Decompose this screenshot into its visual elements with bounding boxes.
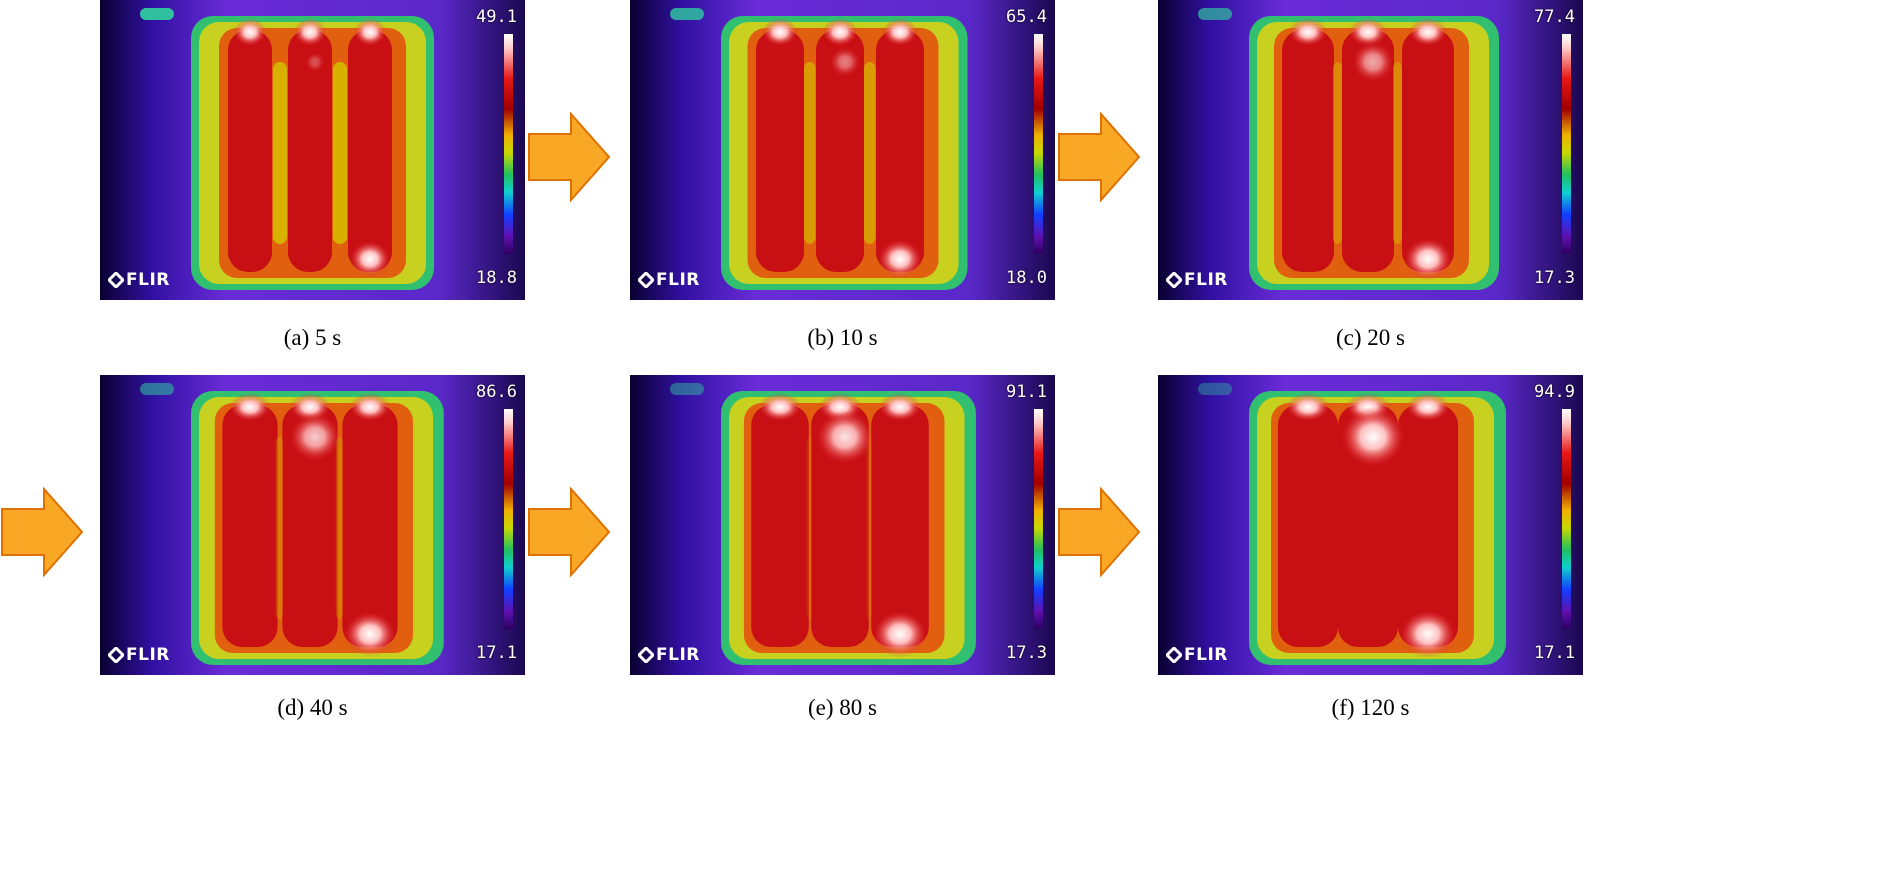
flir-logo: FLIR — [1166, 270, 1228, 290]
thermal-frame: 91.1 17.3 FLIR — [630, 375, 1055, 675]
flir-logo: FLIR — [108, 645, 170, 665]
right-arrow-icon — [528, 487, 611, 577]
flir-logo-text: FLIR — [656, 645, 700, 665]
color-scale-bar — [504, 409, 513, 629]
right-arrow-icon — [528, 112, 611, 202]
thermal-frame: 94.9 17.1 FLIR — [1158, 375, 1583, 675]
max-temperature: 65.4 — [1006, 7, 1047, 27]
thermal-image — [630, 0, 1055, 300]
color-scale-bar — [1034, 34, 1043, 254]
thermal-frame: 86.6 17.1 FLIR — [100, 375, 525, 675]
min-temperature: 18.0 — [1006, 268, 1047, 288]
color-scale-bar — [1562, 409, 1571, 629]
thermal-image — [100, 0, 525, 300]
thermal-frame: 49.1 18.8 FLIR — [100, 0, 525, 300]
max-temperature: 91.1 — [1006, 382, 1047, 402]
color-scale-bar — [1562, 34, 1571, 254]
min-temperature: 18.8 — [476, 268, 517, 288]
min-temperature: 17.1 — [1534, 643, 1575, 663]
flir-logo: FLIR — [638, 270, 700, 290]
min-temperature: 17.1 — [476, 643, 517, 663]
flir-logo-icon — [638, 647, 654, 663]
flir-logo: FLIR — [108, 270, 170, 290]
max-temperature: 77.4 — [1534, 7, 1575, 27]
right-arrow-icon — [1058, 112, 1141, 202]
flir-logo-icon — [108, 272, 124, 288]
flir-logo-icon — [1166, 647, 1182, 663]
flir-logo-icon — [638, 272, 654, 288]
thermal-image — [1158, 375, 1583, 675]
max-temperature: 86.6 — [476, 382, 517, 402]
right-arrow-icon — [1, 487, 84, 577]
thermal-image — [1158, 0, 1583, 300]
panel-caption: (f) 120 s — [1331, 695, 1410, 720]
flir-logo-text: FLIR — [126, 270, 170, 290]
color-scale-bar — [1034, 409, 1043, 629]
panel-caption: (a) 5 s — [283, 325, 342, 350]
right-arrow-icon — [1058, 487, 1141, 577]
flir-logo-text: FLIR — [1184, 270, 1228, 290]
panel-caption: (d) 40 s — [277, 695, 348, 720]
min-temperature: 17.3 — [1534, 268, 1575, 288]
flir-logo-icon — [108, 647, 124, 663]
flir-logo-text: FLIR — [656, 270, 700, 290]
max-temperature: 94.9 — [1534, 382, 1575, 402]
max-temperature: 49.1 — [476, 7, 517, 27]
flir-logo-text: FLIR — [126, 645, 170, 665]
panel-caption: (e) 80 s — [808, 695, 877, 720]
flir-logo: FLIR — [638, 645, 700, 665]
thermal-image — [630, 375, 1055, 675]
color-scale-bar — [504, 34, 513, 254]
min-temperature: 17.3 — [1006, 643, 1047, 663]
thermal-frame: 65.4 18.0 FLIR — [630, 0, 1055, 300]
panel-caption: (c) 20 s — [1336, 325, 1405, 350]
thermal-frame: 77.4 17.3 FLIR — [1158, 0, 1583, 300]
flir-logo-icon — [1166, 272, 1182, 288]
panel-caption: (b) 10 s — [807, 325, 878, 350]
flir-logo-text: FLIR — [1184, 645, 1228, 665]
thermal-image — [100, 375, 525, 675]
flir-logo: FLIR — [1166, 645, 1228, 665]
